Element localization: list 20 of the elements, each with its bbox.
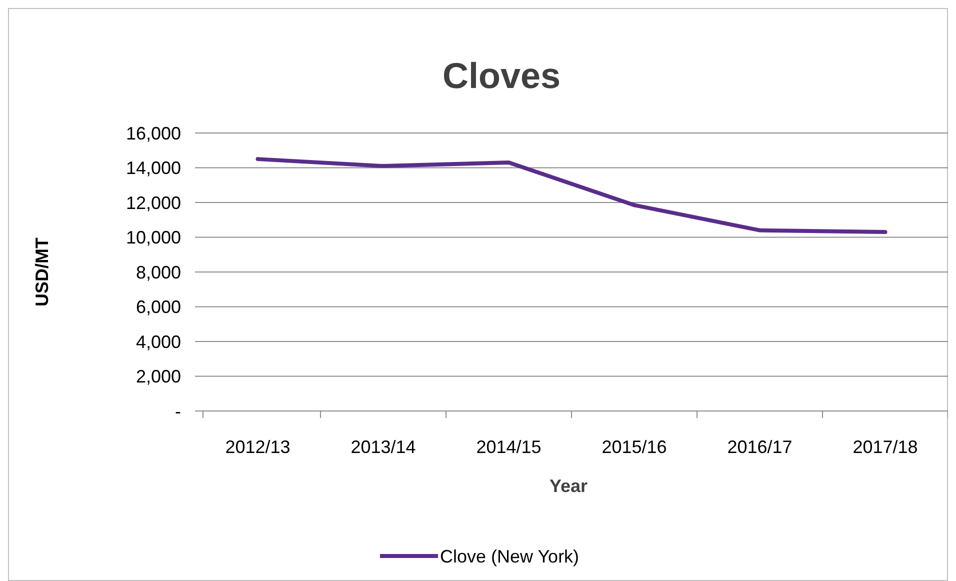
y-axis-title: USD/MT [32, 238, 52, 306]
y-tick-label: - [175, 401, 181, 422]
x-tick-label: 2015/16 [602, 437, 667, 457]
y-tick-label: 6,000 [136, 297, 181, 318]
chart-title: Cloves [442, 55, 561, 96]
line-series [256, 157, 888, 234]
y-tick-label: 16,000 [126, 123, 181, 144]
legend-label: Clove (New York) [440, 546, 580, 566]
x-tick-label: 2017/18 [852, 437, 918, 457]
x-tick-label: 2016/17 [727, 437, 792, 457]
y-tick-label: 12,000 [126, 192, 181, 213]
x-tick-label: 2014/15 [476, 437, 542, 457]
y-tick-label: 14,000 [126, 158, 181, 178]
y-tick-label: 10,000 [126, 228, 181, 248]
y-tick-label: 8,000 [136, 262, 181, 282]
y-tick-label: 4,000 [136, 332, 181, 352]
x-tick-label: 2012/13 [225, 437, 290, 457]
x-axis-title: Year [549, 476, 588, 496]
x-tick-label: 2013/14 [350, 437, 416, 457]
y-tick-label: 2,000 [136, 366, 181, 387]
